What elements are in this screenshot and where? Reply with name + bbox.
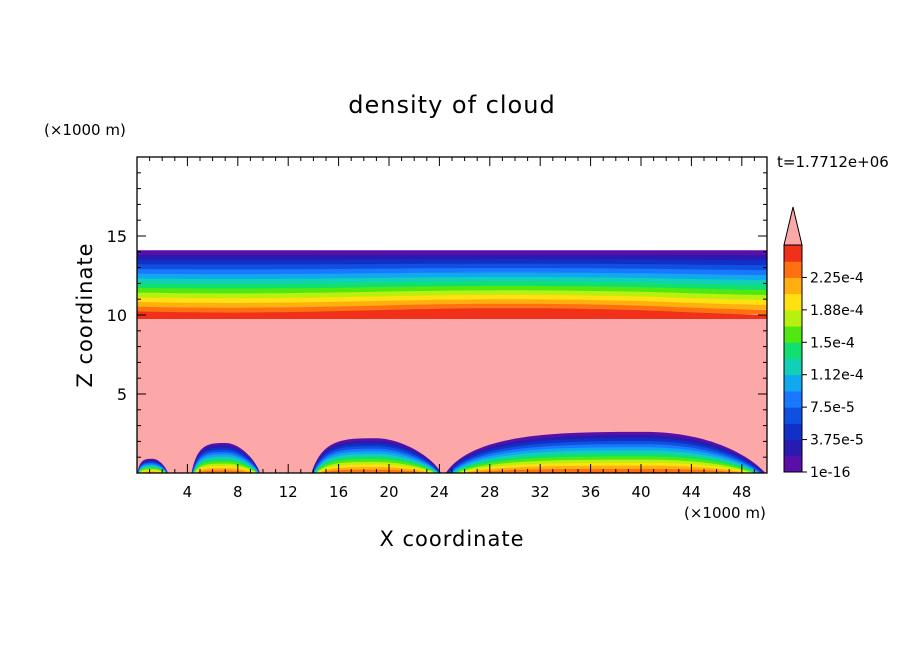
colorbar-label: 7.5e-5	[810, 400, 855, 416]
x-tick-label: 4	[183, 483, 193, 501]
colorbar: 1e-16 3.75e-5 7.5e-5 1.12e-4 1.5e-4 1.88e-4 2.…	[783, 206, 864, 481]
colorbar-label: 1.88e-4	[810, 303, 864, 319]
x-tick: 28	[480, 157, 499, 501]
mound-contour	[467, 468, 742, 473]
x-tick: 32	[531, 157, 550, 501]
colorbar-swatch	[784, 261, 802, 278]
x-tick-label: 16	[329, 483, 348, 501]
chart-title: density of cloud	[348, 91, 555, 119]
colorbar-swatch	[784, 277, 802, 295]
y-axis-unit: (×1000 m)	[44, 121, 126, 139]
y-tick-label: 15	[107, 227, 127, 246]
x-tick-label: 36	[581, 483, 600, 501]
x-tick-label: 40	[631, 483, 650, 501]
colorbar-swatch	[784, 455, 802, 473]
colorbar-extend-arrow	[783, 206, 803, 246]
x-tick: 44	[682, 157, 701, 501]
y-tick-label: 10	[107, 306, 127, 325]
x-tick-label: 44	[682, 483, 701, 501]
colorbar-swatch	[784, 423, 802, 441]
y-axis: 5 10 15	[107, 172, 767, 458]
y-axis-label: Z coordinate	[73, 242, 97, 387]
colorbar-label: 3.75e-5	[810, 433, 864, 449]
colorbar-swatch	[784, 342, 802, 359]
y-tick: 15	[107, 227, 767, 246]
x-axis: 4 8 12 16 20 24 28 32 36 40 44 48	[149, 157, 755, 501]
x-tick: 36	[581, 157, 600, 501]
mound-contour	[138, 474, 167, 475]
colorbar-label: 1.5e-4	[810, 335, 855, 351]
surface-mound	[445, 431, 766, 473]
x-tick: 48	[732, 157, 751, 501]
x-tick-label: 12	[279, 483, 298, 501]
x-tick-label: 8	[233, 483, 243, 501]
surface-mound	[137, 458, 168, 475]
colorbar-label: 1e-16	[810, 465, 850, 481]
colorbar-label: 2.25e-4	[810, 270, 864, 286]
cloud-band-layer	[137, 308, 767, 319]
time-label: t=1.7712e+06	[777, 153, 889, 171]
x-tick-label: 24	[430, 483, 449, 501]
colorbar-swatch	[784, 407, 802, 424]
mound-contour	[320, 469, 428, 473]
colorbar-swatch	[784, 245, 802, 262]
x-tick-label: 28	[480, 483, 499, 501]
colorbar-swatch	[784, 358, 802, 376]
x-tick: 40	[631, 157, 651, 501]
x-axis-unit: (×1000 m)	[684, 504, 766, 522]
y-tick-label: 5	[117, 385, 127, 404]
x-tick: 20	[379, 157, 399, 501]
y-tick: 10	[107, 306, 767, 325]
surface-mound	[311, 438, 441, 473]
surface-mound	[191, 442, 260, 473]
x-tick: 16	[329, 157, 348, 501]
colorbar-swatch	[784, 439, 802, 457]
colorbar-label: 1.12e-4	[810, 368, 864, 384]
colorbar-swatch	[784, 374, 802, 392]
x-tick: 12	[279, 157, 298, 501]
colorbar-swatch	[784, 326, 802, 343]
x-axis-label: X coordinate	[379, 527, 524, 551]
x-tick: 24	[430, 157, 449, 501]
colorbar-swatch	[784, 293, 802, 311]
x-tick-label: 20	[379, 483, 398, 501]
x-tick: 4	[183, 157, 193, 501]
y-tick: 5	[117, 385, 767, 404]
colorbar-swatch	[784, 390, 802, 408]
colorbar-swatch	[784, 309, 802, 327]
x-tick: 8	[233, 157, 243, 501]
x-tick-label: 32	[531, 483, 550, 501]
colorbar-frame	[783, 244, 803, 473]
x-tick-label: 48	[732, 483, 751, 501]
density-field	[137, 250, 767, 475]
